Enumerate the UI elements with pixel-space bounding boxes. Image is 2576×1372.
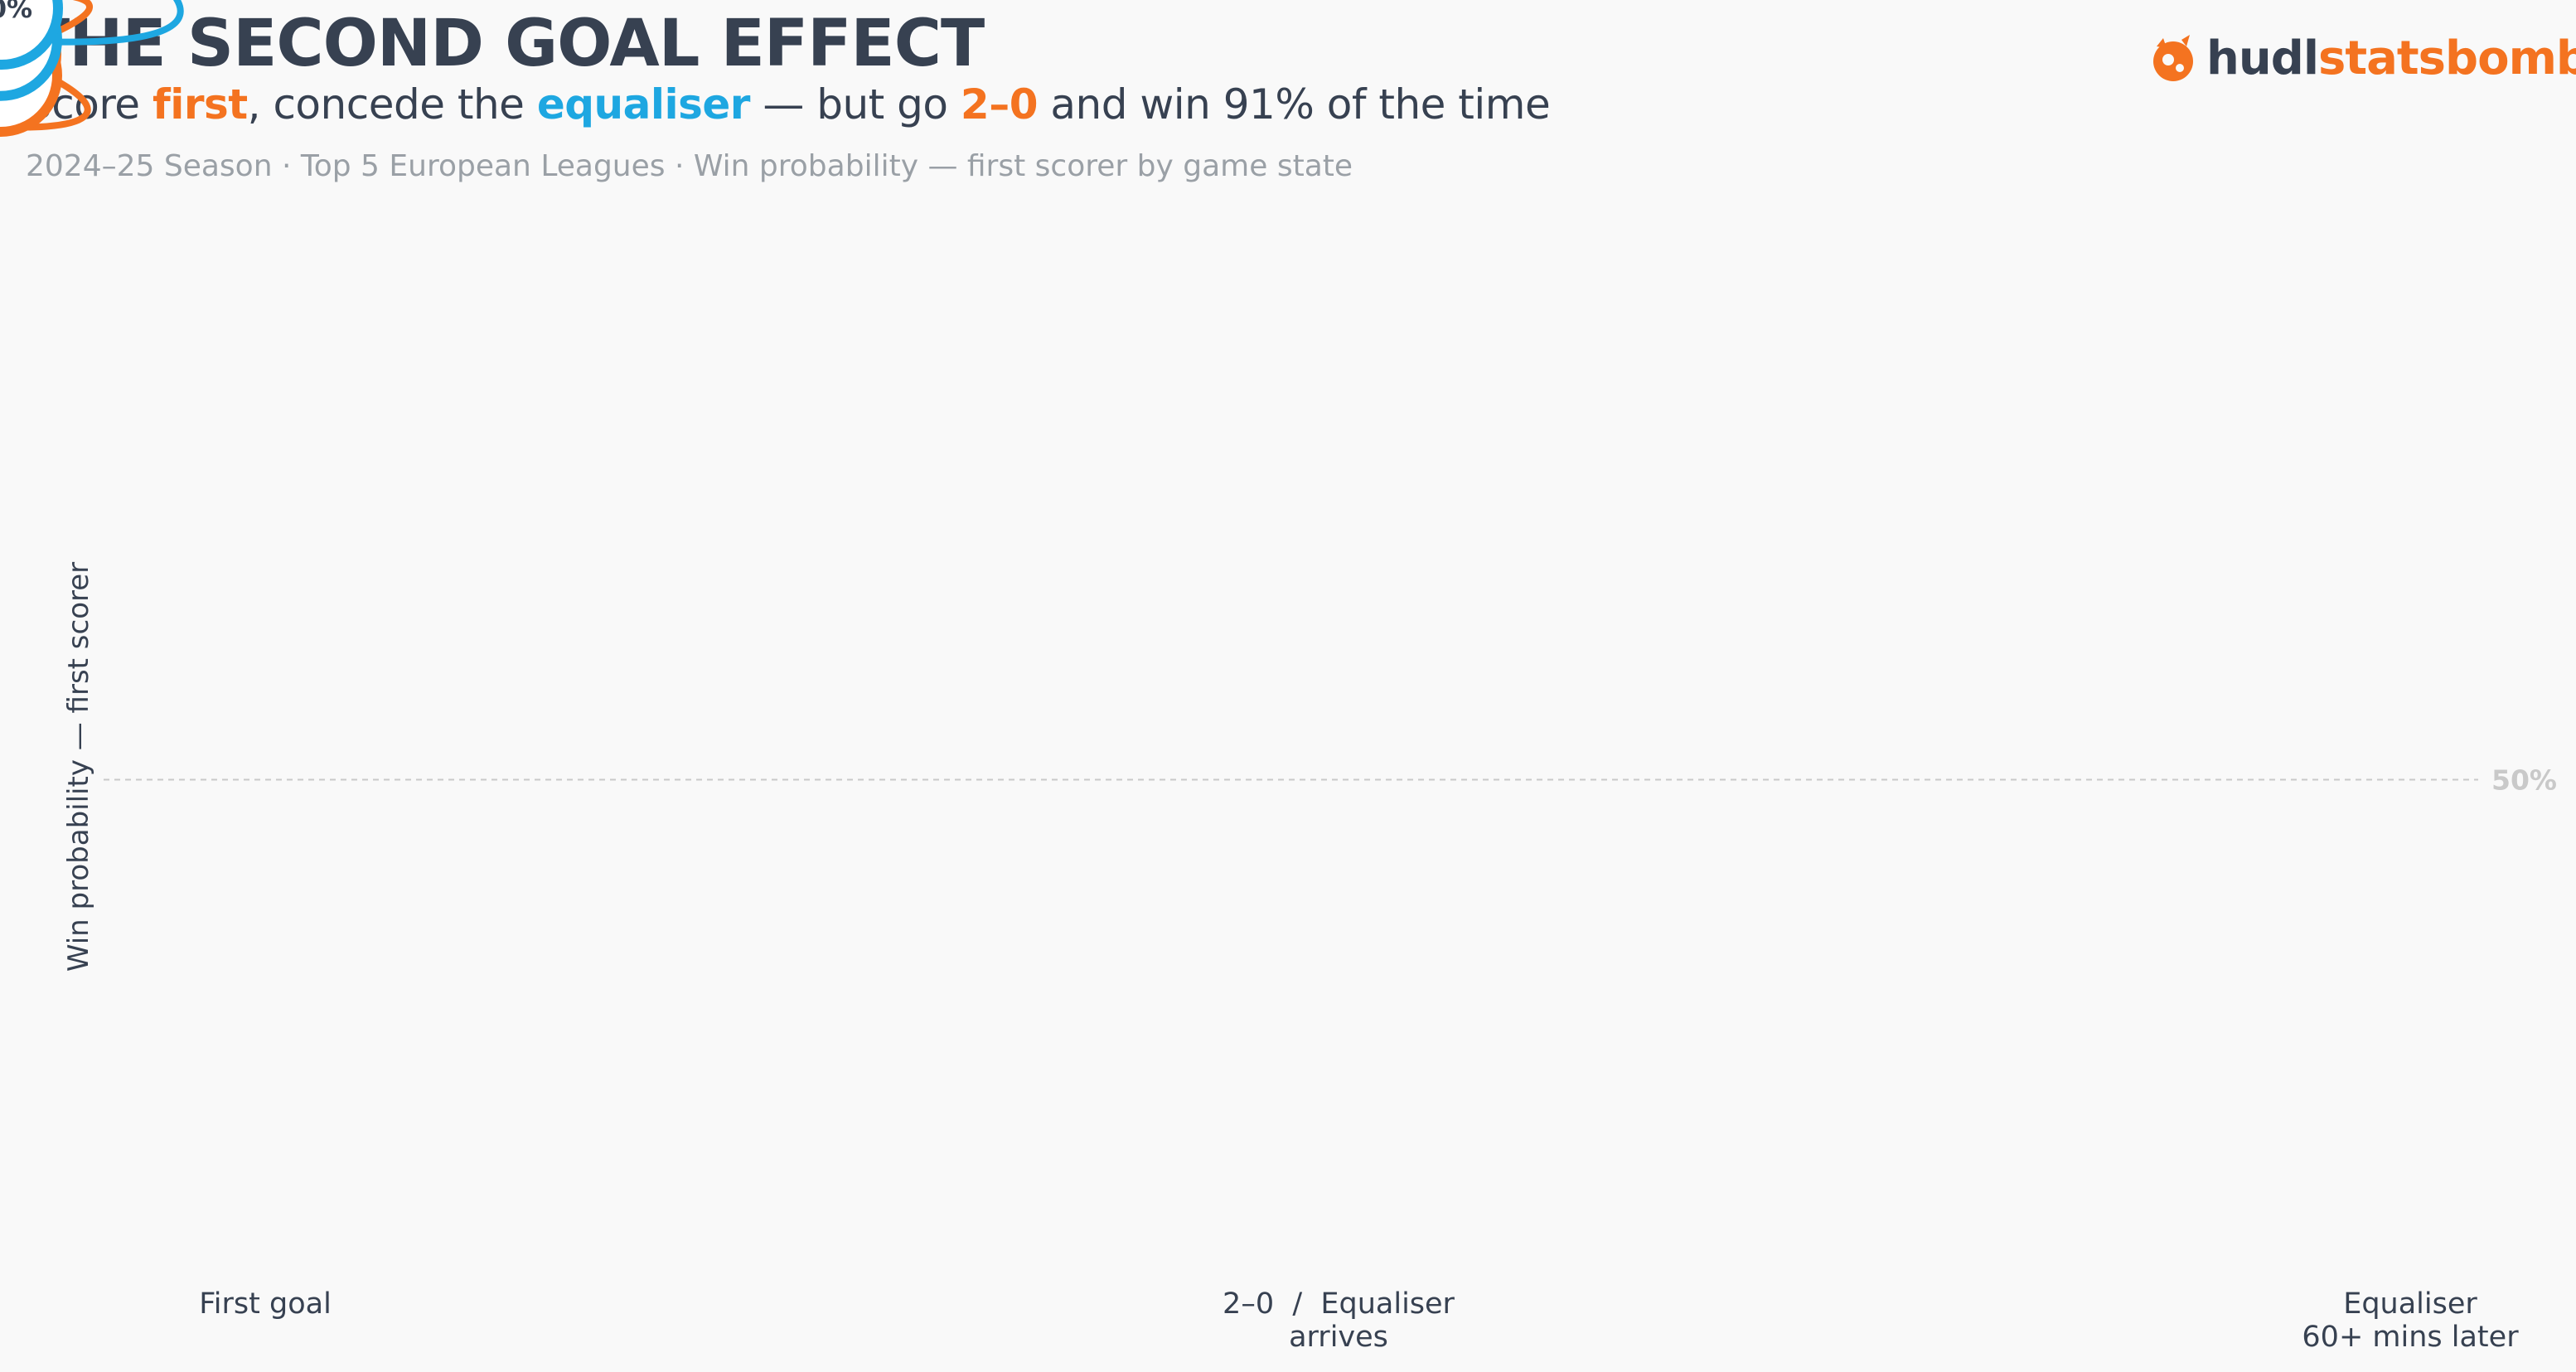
x-tick-label: Equaliser 60+ mins later	[2302, 1287, 2519, 1354]
series-line-first-goal-to-equaliser	[0, 0, 93, 58]
subtitle-part: first	[152, 80, 248, 128]
x-tick-label: First goal	[199, 1287, 332, 1321]
chart-title: THE SECOND GOAL EFFECT	[26, 7, 985, 81]
reference-line-label: 50%	[2491, 764, 2557, 796]
series-line-equaliser-to-equaliser-late	[0, 0, 184, 46]
subtitle-part: , concede the	[247, 80, 537, 128]
chart-subtitle: Score first, concede the equaliser — but…	[26, 80, 1551, 128]
x-tick-label: 2–0 / Equaliser arrives	[1223, 1287, 1455, 1354]
logo-word-statsbomb: statsbomb	[2318, 31, 2576, 85]
hudl-statsbomb-logo: hudl statsbomb	[2145, 25, 2576, 91]
subtitle-part: equaliser	[536, 80, 751, 128]
logo-word-hudl: hudl	[2206, 31, 2319, 85]
statsbomb-logo-icon	[2153, 35, 2193, 81]
chart-meta: 2024–25 Season · Top 5 European Leagues …	[26, 149, 1353, 183]
subtitle-part: — but go	[749, 80, 961, 128]
data-point-equaliser-late	[0, 0, 63, 70]
subtitle-part: and win 91% of the time	[1038, 80, 1551, 128]
data-label-equaliser-late: 10%	[0, 0, 32, 24]
series-line-first-goal-to-two-nil	[0, 51, 91, 131]
subtitle-part: 2–0	[960, 80, 1039, 128]
